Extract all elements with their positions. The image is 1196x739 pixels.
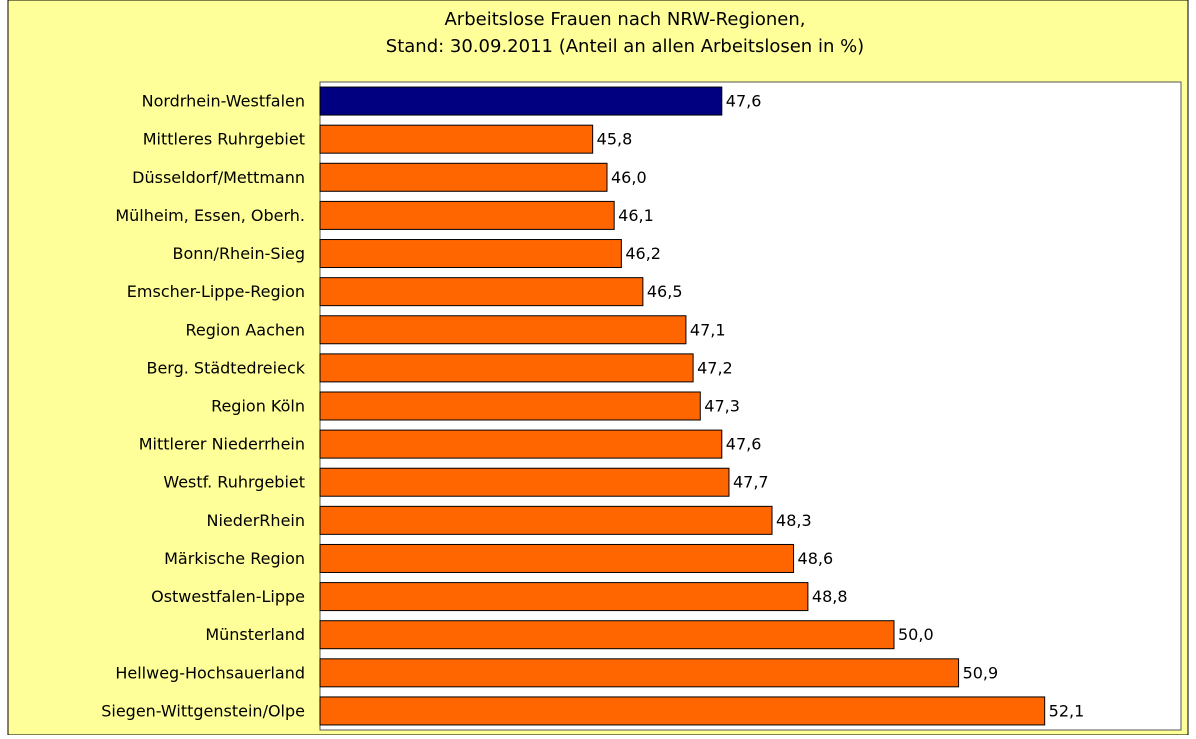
bar <box>319 239 622 269</box>
data-label: 46,1 <box>618 206 654 225</box>
bar <box>319 391 701 421</box>
bar <box>319 200 615 230</box>
bar <box>319 124 594 154</box>
data-label: 48,6 <box>798 549 834 568</box>
y-tick-label: Mittleres Ruhrgebiet <box>143 130 305 149</box>
data-label: 50,9 <box>963 663 999 682</box>
bar <box>319 429 723 459</box>
bar <box>319 620 895 650</box>
y-tick-label: Ostwestfalen-Lippe <box>151 587 305 606</box>
y-tick-label: Emscher-Lippe-Region <box>127 282 305 301</box>
bar <box>319 162 608 192</box>
y-tick-label: Mittlerer Niederrhein <box>139 435 305 454</box>
data-label: 46,0 <box>611 168 647 187</box>
bar <box>319 353 694 383</box>
bar <box>319 696 1046 726</box>
data-label: 48,8 <box>812 587 848 606</box>
y-tick-label: Nordrhein-Westfalen <box>142 92 305 111</box>
bar <box>319 315 687 345</box>
bar <box>319 467 730 497</box>
bar <box>319 543 795 573</box>
y-tick-label: Bonn/Rhein-Sieg <box>173 244 306 263</box>
y-tick-label: Hellweg-Hochsauerland <box>115 663 305 682</box>
data-label: 47,1 <box>690 320 726 339</box>
y-tick-label: Region Aachen <box>185 320 305 339</box>
data-label: 48,3 <box>776 511 812 530</box>
y-tick-label: Berg. Städtedreieck <box>146 358 305 377</box>
chart-title: Arbeitslose Frauen nach NRW-Regionen, <box>444 9 805 30</box>
data-label: 47,2 <box>697 358 733 377</box>
data-label: 47,6 <box>726 435 762 454</box>
data-label: 47,7 <box>733 473 769 492</box>
y-tick-label: Siegen-Wittgenstein/Olpe <box>101 701 305 720</box>
y-tick-label: NiederRhein <box>206 511 305 530</box>
y-tick-label: Mülheim, Essen, Oberh. <box>115 206 305 225</box>
data-label: 50,0 <box>898 625 934 644</box>
data-label: 46,5 <box>647 282 683 301</box>
y-tick-label: Märkische Region <box>164 549 305 568</box>
bar <box>319 277 644 307</box>
y-tick-label: Münsterland <box>205 625 305 644</box>
data-label: 45,8 <box>597 130 633 149</box>
y-tick-label: Westf. Ruhrgebiet <box>163 473 305 492</box>
bar <box>319 86 723 116</box>
data-label: 47,6 <box>726 92 762 111</box>
y-tick-label: Region Köln <box>211 397 305 416</box>
bar <box>319 505 773 535</box>
y-tick-label: Düsseldorf/Mettmann <box>132 168 305 187</box>
data-label: 47,3 <box>704 397 740 416</box>
bar <box>319 658 960 688</box>
data-label: 52,1 <box>1049 701 1085 720</box>
bar <box>319 582 809 612</box>
data-label: 46,2 <box>625 244 661 263</box>
chart-title: Stand: 30.09.2011 (Anteil an allen Arbei… <box>386 36 864 57</box>
